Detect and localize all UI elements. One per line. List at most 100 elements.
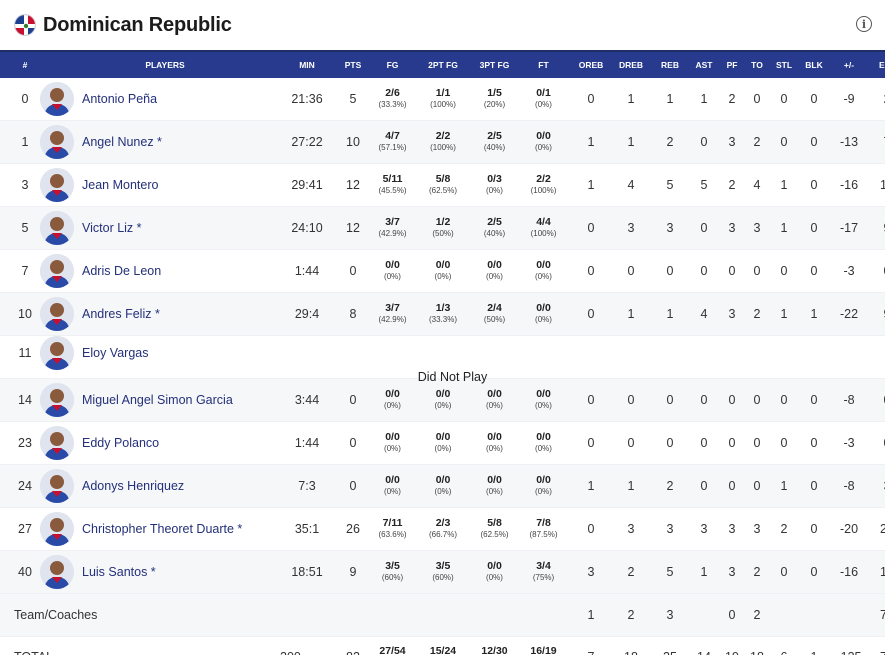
column-header-3pt-fg[interactable]: 3PT FG — [479, 60, 510, 70]
player-name-link[interactable]: Luis Santos * — [82, 565, 156, 579]
table-header-row: # PLAYERS MIN PTS FG 2PT FG 3PT FG FT OREB DREB RE… — [0, 52, 885, 78]
fg3-made-attempted: 0/0 — [487, 431, 502, 443]
column-header-dreb[interactable]: DREB — [618, 60, 644, 70]
dreb-cell: 1 — [627, 307, 635, 321]
fg-cell: 4/7 (57.1%) — [372, 131, 413, 153]
player-cell[interactable]: Jean Montero — [40, 168, 280, 202]
column-header-num[interactable]: +/- — [843, 60, 855, 70]
column-header-pf[interactable]: PF — [726, 60, 738, 70]
dreb-cell: 3 — [627, 522, 635, 536]
column-header-num[interactable]: # — [22, 60, 28, 70]
fg-percentage: (45.5%) — [378, 186, 407, 195]
player-cell[interactable]: Miguel Angel Simon Garcia — [40, 383, 280, 417]
fg2-made-attempted: 15/24 — [429, 645, 457, 655]
player-name-link[interactable]: Andres Feliz * — [82, 307, 160, 321]
player-name-link[interactable]: Victor Liz * — [82, 221, 142, 235]
dominican-republic-flag-icon — [14, 14, 36, 36]
blk-cell: 0 — [810, 178, 818, 192]
column-header-oreb[interactable]: OREB — [578, 60, 604, 70]
column-header-stl[interactable]: STL — [775, 60, 793, 70]
column-header-min[interactable]: MIN — [299, 60, 315, 70]
column-header-reb[interactable]: REB — [661, 60, 679, 70]
player-name-link[interactable]: Antonio Peña — [82, 92, 158, 106]
reb-cell: 3 — [666, 522, 674, 536]
ft-cell: 2/2 (100%) — [516, 174, 571, 196]
column-header-to[interactable]: TO — [751, 60, 763, 70]
fg-cell: 7/11 (63.6%) — [372, 518, 413, 540]
fg3-cell: 0/0 (0%) — [473, 475, 516, 497]
player-cell[interactable]: Eloy Vargas — [40, 336, 280, 370]
dreb-cell: 4 — [627, 178, 635, 192]
fg-percentage: (0%) — [384, 444, 401, 453]
player-name-link[interactable]: Jean Montero — [82, 178, 159, 192]
column-header-ast[interactable]: AST — [695, 60, 713, 70]
fg3-cell: 2/5 (40%) — [473, 217, 516, 239]
player-cell[interactable]: Eddy Polanco — [40, 426, 280, 460]
fg2-cell: 0/0 (0%) — [413, 475, 473, 497]
points-cell: 9 — [349, 565, 357, 579]
ft-made-attempted: 0/0 — [536, 130, 551, 142]
player-name-link[interactable]: Eloy Vargas — [82, 346, 149, 360]
fg2-percentage: (0%) — [434, 401, 452, 410]
player-cell[interactable]: Luis Santos * — [40, 555, 280, 589]
dreb-cell: 0 — [627, 436, 635, 450]
ast-cell: 3 — [700, 522, 708, 536]
column-header-blk[interactable]: BLK — [805, 60, 823, 70]
column-header-fg[interactable]: FG — [386, 60, 399, 70]
fg-made-attempted: 27/54 — [379, 645, 406, 655]
pf-cell: 0 — [728, 608, 736, 622]
stl-cell: 0 — [780, 264, 788, 278]
blk-cell: 0 — [810, 135, 818, 149]
oreb-cell: 0 — [587, 92, 595, 106]
points-cell: 5 — [349, 92, 357, 106]
player-name-link[interactable]: Angel Nunez * — [82, 135, 162, 149]
blk-cell: 0 — [810, 436, 818, 450]
fg3-cell: 2/4 (50%) — [473, 303, 516, 325]
fg-percentage: (42.9%) — [378, 229, 407, 238]
table-row: 3 Jean Montero 29:41 12 5/11 (45.5%) 5/8 (62.5%… — [0, 164, 885, 207]
column-header-ft[interactable]: FT — [538, 60, 549, 70]
column-header-2pt-fg[interactable]: 2PT FG — [428, 60, 458, 70]
player-cell[interactable]: Christopher Theoret Duarte * — [40, 512, 280, 546]
player-cell[interactable]: Andres Feliz * — [40, 297, 280, 331]
player-name-link[interactable]: Christopher Theoret Duarte * — [82, 522, 243, 536]
fg-made-attempted: 3/7 — [385, 216, 400, 228]
player-cell[interactable]: Victor Liz * — [40, 211, 280, 245]
player-cell[interactable]: Angel Nunez * — [40, 125, 280, 159]
player-name-link[interactable]: Adonys Henriquez — [82, 479, 185, 493]
ft-cell: 0/0 (0%) — [516, 475, 571, 497]
blk-cell: 0 — [810, 92, 818, 106]
reb-cell: 1 — [666, 92, 674, 106]
fg-made-attempted: 0/0 — [385, 388, 400, 400]
player-cell[interactable]: Adonys Henriquez — [40, 469, 280, 503]
info-icon[interactable]: i — [856, 16, 872, 32]
fg-percentage: (0%) — [384, 272, 401, 281]
fg3-cell: 2/5 (40%) — [473, 131, 516, 153]
player-name-link[interactable]: Miguel Angel Simon Garcia — [82, 393, 233, 407]
eff-cell: 0 — [869, 436, 885, 450]
stl-cell: 1 — [780, 307, 788, 321]
ft-cell: 7/8 (87.5%) — [516, 518, 571, 540]
player-cell[interactable]: Antonio Peña — [40, 82, 280, 116]
reb-cell: 2 — [666, 479, 674, 493]
fg-cell: 0/0 (0%) — [372, 260, 413, 282]
column-header-eff[interactable]: EFF — [878, 60, 885, 70]
fg3-percentage: (0%) — [486, 487, 503, 496]
table-row: 27 Christopher Theoret Duarte * 35:1 26 7/11… — [0, 508, 885, 551]
minutes-cell: 1:44 — [294, 436, 320, 450]
oreb-cell: 3 — [587, 565, 595, 579]
fg2-made-attempted: 0/0 — [435, 431, 451, 443]
blk-cell: 0 — [810, 221, 818, 235]
ft-percentage: (100%) — [530, 229, 557, 238]
player-cell[interactable]: Adris De Leon — [40, 254, 280, 288]
column-header-players[interactable]: PLAYERS — [145, 60, 185, 70]
player-name-link[interactable]: Eddy Polanco — [82, 436, 160, 450]
points-cell: 12 — [346, 178, 360, 192]
column-header-pts[interactable]: PTS — [344, 60, 362, 70]
ft-percentage: (0%) — [535, 401, 552, 410]
player-name-link[interactable]: Adris De Leon — [82, 264, 162, 278]
fg-made-attempted: 3/5 — [385, 560, 400, 572]
pm-cell: -13 — [839, 135, 859, 149]
minutes-cell: 24:10 — [291, 221, 323, 235]
ft-made-attempted: 0/1 — [536, 87, 551, 99]
